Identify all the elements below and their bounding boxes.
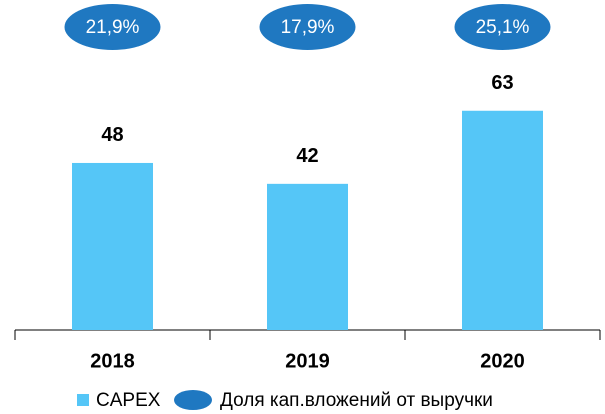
x-tick-label: 2018 [90, 350, 135, 372]
bar [267, 183, 348, 330]
legend-swatch [77, 394, 89, 406]
share-bubble [454, 4, 551, 50]
bar [72, 162, 153, 330]
data-label: 48 [101, 124, 123, 146]
legend-label: CAPEX [96, 390, 161, 411]
share-bubble [259, 4, 356, 50]
share-label: 21,9% [86, 17, 140, 38]
x-tick-label: 2019 [285, 350, 330, 372]
data-label: 42 [296, 145, 318, 167]
bar [462, 110, 543, 330]
data-label: 63 [491, 72, 513, 94]
share-label: 17,9% [281, 17, 335, 38]
share-bubble [64, 4, 161, 50]
legend-label: Доля кап.вложений от выручки [220, 390, 493, 411]
x-tick-label: 2020 [480, 350, 525, 372]
legend-swatch [174, 390, 212, 410]
share-label: 25,1% [476, 17, 530, 38]
